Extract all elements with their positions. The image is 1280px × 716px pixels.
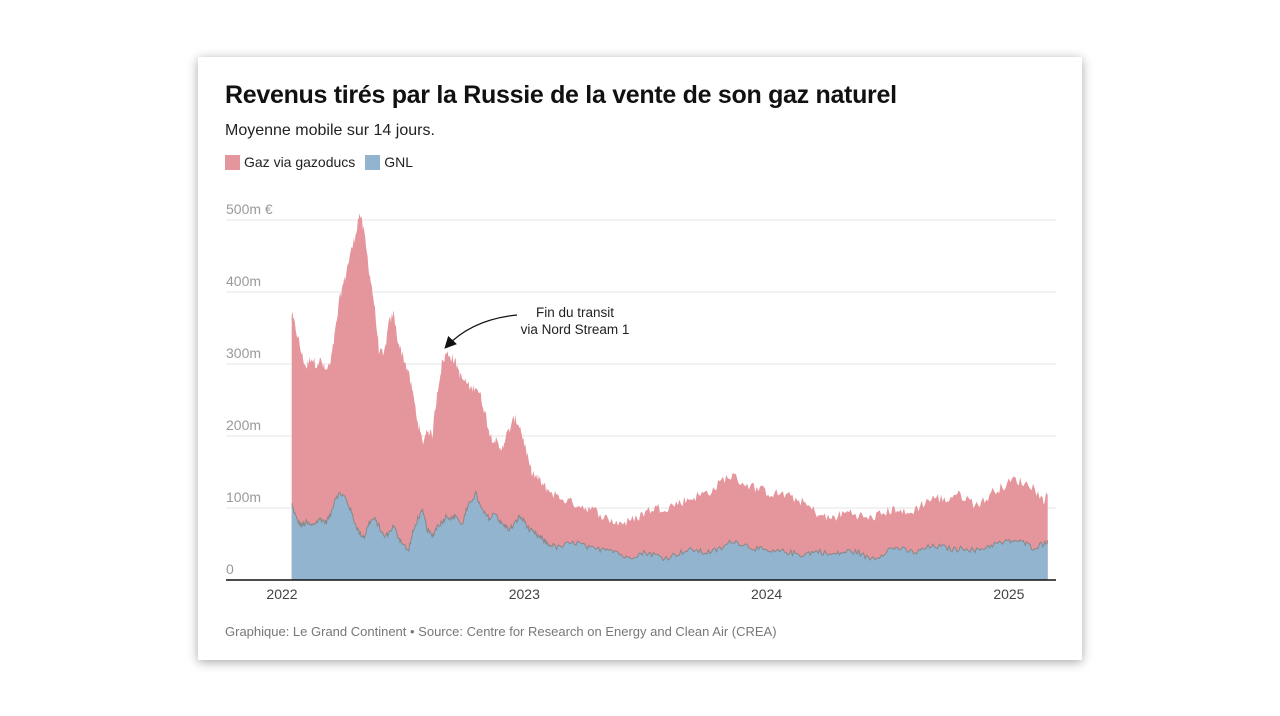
legend-swatch-gazoducs: [225, 154, 240, 170]
legend-swatch-gnl: [365, 154, 381, 170]
chart-source: Graphique: Le Grand Continent • Source: …: [225, 624, 777, 639]
line-gnl-top: [291, 489, 1049, 562]
y-tick-label: 500m €: [226, 201, 273, 217]
x-tick-label: 2024: [751, 586, 782, 602]
y-tick-label: 0: [226, 561, 234, 577]
x-tick-label: 2022: [266, 586, 297, 602]
legend-item-gnl: GNL: [365, 154, 413, 170]
annotation-line2: via Nord Stream 1: [521, 322, 630, 337]
chart-title: Revenus tirés par la Russie de la vente …: [225, 81, 897, 109]
legend-label-gnl: GNL: [384, 154, 414, 170]
y-tick-label: 400m: [226, 273, 261, 289]
annotation-line1: Fin du transit: [536, 305, 614, 320]
legend-item-gazoducs: Gaz via gazoducs: [225, 154, 355, 170]
x-tick-label: 2025: [993, 586, 1024, 602]
y-tick-label: 100m: [226, 489, 261, 505]
y-tick-label: 200m: [226, 417, 261, 433]
area-gazoducs: [291, 213, 1048, 580]
y-tick-label: 300m: [226, 345, 261, 361]
legend-label-gazoducs: Gaz via gazoducs: [244, 154, 356, 170]
area-gnl: [291, 491, 1048, 580]
chart-subtitle: Moyenne mobile sur 14 jours.: [225, 122, 435, 139]
x-tick-label: 2023: [509, 586, 540, 602]
annotation-arrow: [444, 314, 518, 349]
legend: Gaz via gazoducs GNL: [225, 154, 423, 170]
